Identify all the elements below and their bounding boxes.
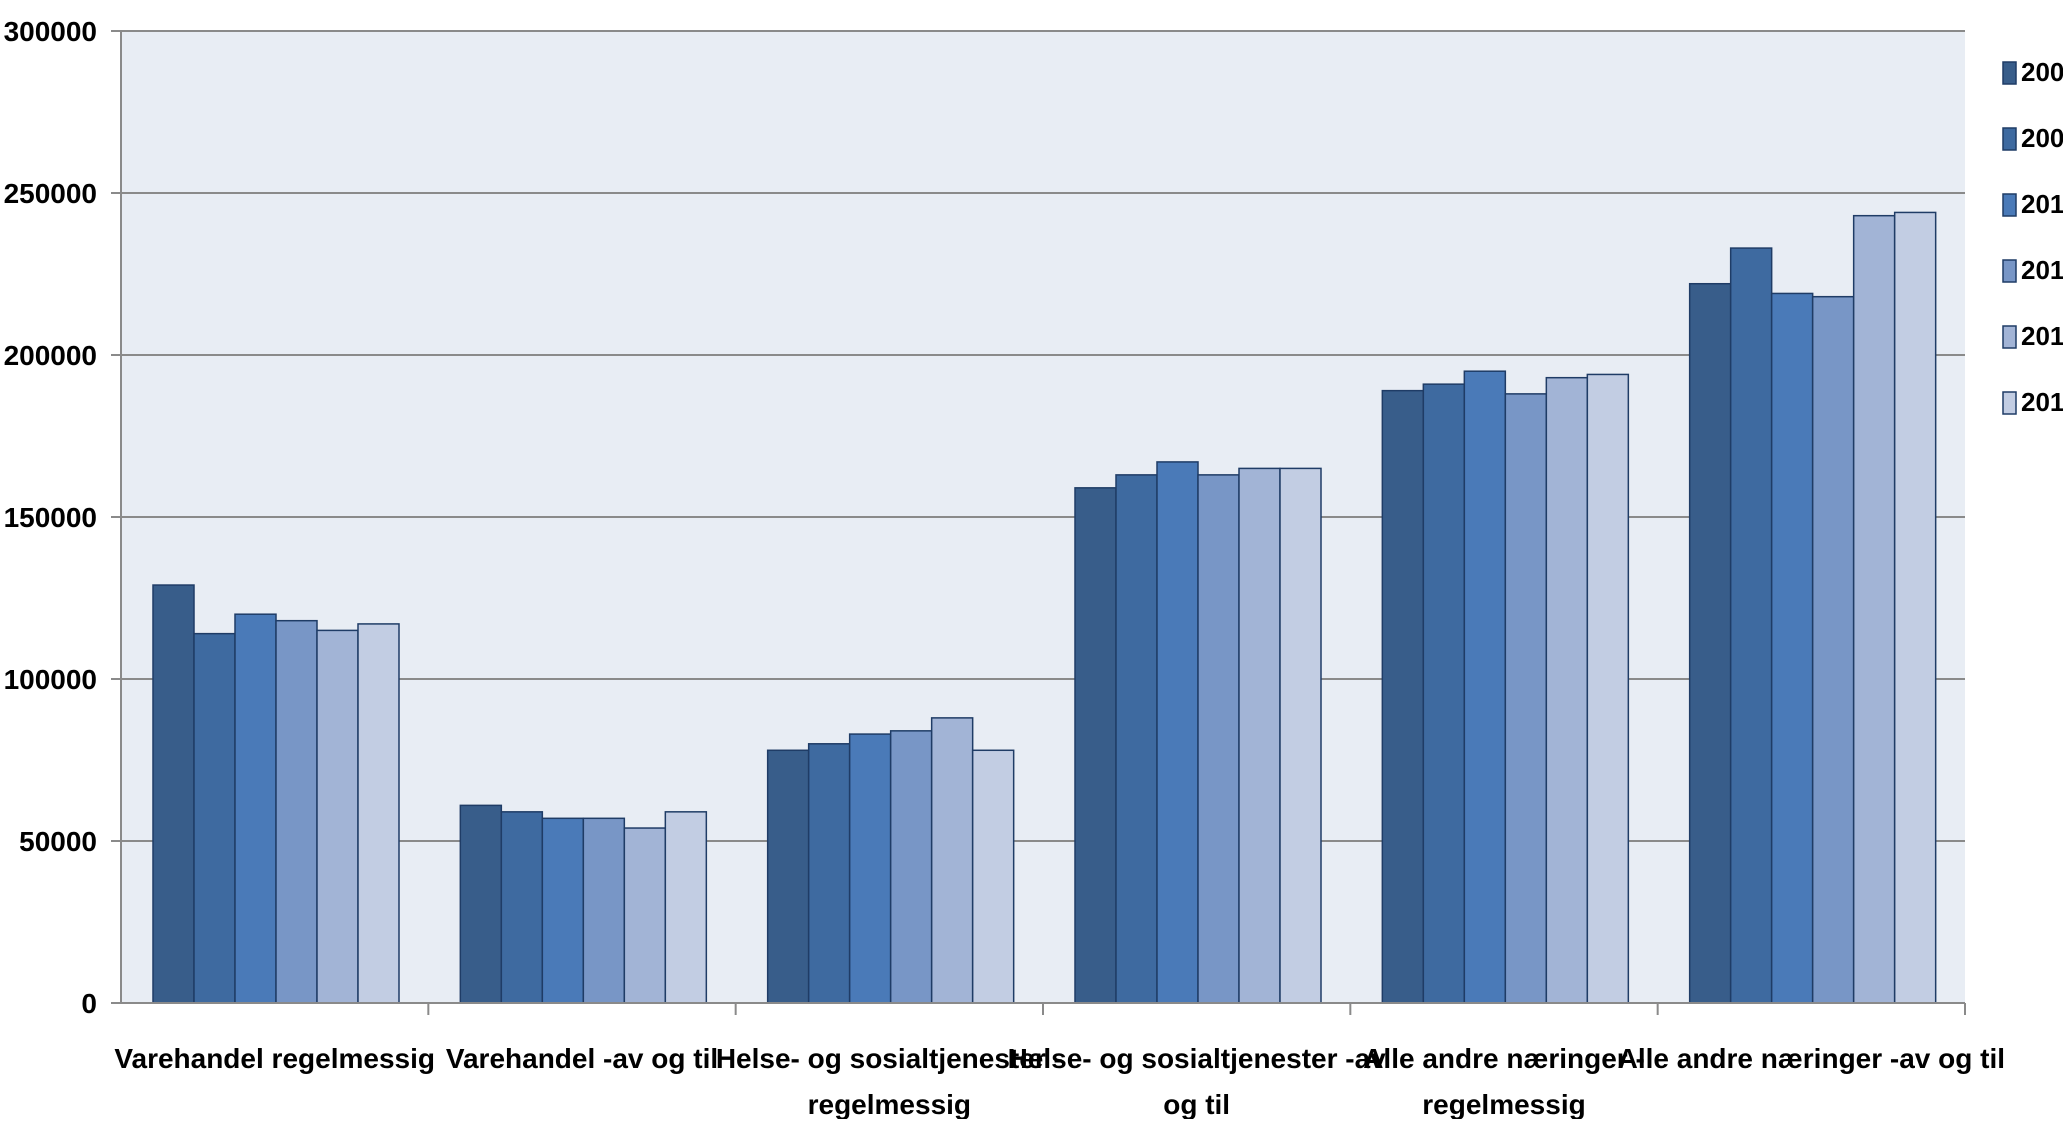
bar-2008-4 [1074,487,1117,1004]
y-tick-labels: 0 50000 100000 150000 200000 250000 300000 [4,16,97,1019]
bar-2008-1 [152,584,195,1004]
bar-2010-2 [541,817,585,1004]
bar-2008-2 [459,804,503,1004]
bar-2013-5 [1586,373,1630,1004]
bar-2010-6 [1770,292,1814,1004]
bar-2013-3 [971,749,1015,1004]
x-tick-label: Varehandel regelmessig [114,1043,435,1074]
x-tick-label: Varehandel -av og til [446,1043,718,1074]
bar-2009-2 [500,811,544,1004]
x-tick-label: Helse- og sosialtjenester -regelmessig [716,1043,1063,1119]
bar-2012-1 [316,629,359,1004]
bar-2009-3 [807,743,851,1004]
y-tick-label: 50000 [19,826,97,857]
y-tick-label: 100000 [4,664,97,695]
y-tick-label: 150000 [4,502,97,533]
bar-2009-4 [1115,474,1158,1004]
bar-2013-4 [1279,467,1322,1004]
bar-2011-5 [1504,393,1548,1004]
y-tick-label: 200000 [4,340,97,371]
y-tick-label: 0 [81,988,97,1019]
bars [152,211,1937,1004]
x-tick-label: Alle andre næringer -regelmessig [1363,1043,1645,1119]
bar-2012-5 [1545,376,1589,1004]
bar-2012-3 [930,717,974,1004]
bar-2011-6 [1811,295,1855,1004]
legend-swatch-2010 [2002,193,2017,217]
legend-label-2008: 2008 [2021,57,2063,87]
axes [120,31,1966,1015]
legend-label-2013: 2013 [2021,387,2063,417]
bar-2011-4 [1197,474,1240,1004]
bar-2009-1 [193,632,236,1004]
x-tick-labels: Varehandel regelmessig Varehandel -av og … [114,1043,2005,1120]
bar-2010-3 [848,733,892,1004]
bar-2012-6 [1852,214,1896,1004]
legend-label-2011: 2011 [2021,255,2063,285]
x-tick-label: Alle andre næringer -av og til [1618,1043,2005,1074]
bar-2011-2 [582,817,626,1004]
bar-2008-5 [1381,389,1425,1004]
bar-2013-1 [357,623,400,1004]
bar-2009-5 [1422,383,1466,1004]
legend-swatch-2013 [2002,391,2017,415]
bar-2011-1 [275,619,318,1004]
bar-2010-1 [234,613,277,1004]
legend-label-2010: 2010 [2021,189,2063,219]
bar-2010-4 [1156,461,1199,1004]
bar-2010-5 [1463,370,1507,1004]
bar-2012-2 [623,827,667,1004]
gridlines [111,30,1965,1004]
bar-2008-6 [1688,282,1732,1004]
legend-swatch-2008 [2002,61,2017,85]
bar-2012-4 [1238,467,1281,1004]
bar-2011-3 [889,730,933,1004]
legend-label-2009: 2009 [2021,123,2063,153]
bar-2009-6 [1729,247,1773,1004]
bar-2008-3 [766,749,810,1004]
x-tick-label: Helse- og sosialtjenester -av og til [1008,1043,1387,1119]
legend-swatch-2012 [2002,325,2017,349]
legend-swatch-2009 [2002,127,2017,151]
y-tick-label: 300000 [4,16,97,47]
bar-2013-2 [664,811,708,1004]
legend-swatch-2011 [2002,259,2017,283]
y-tick-label: 250000 [4,178,97,209]
bar-2013-6 [1893,211,1937,1004]
